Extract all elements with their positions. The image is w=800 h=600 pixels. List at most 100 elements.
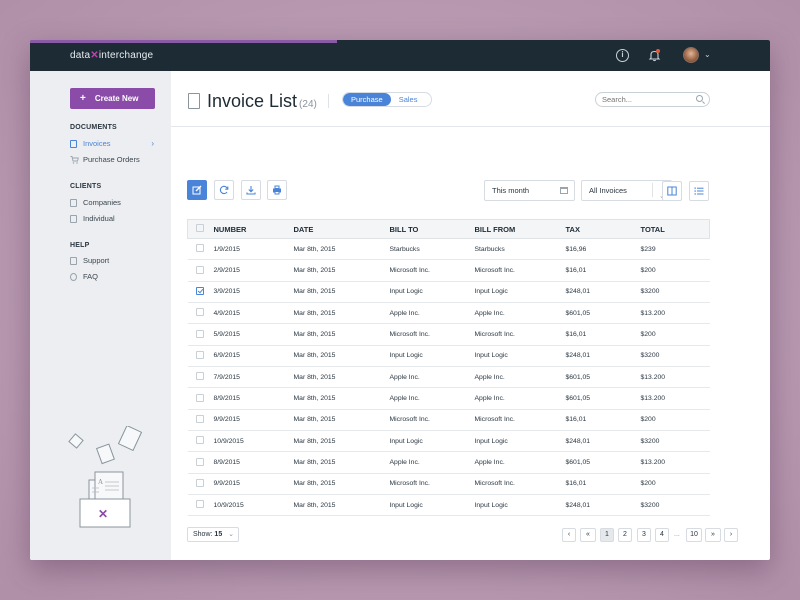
row-checkbox[interactable] [195,436,204,445]
avatar[interactable] [683,47,699,63]
last-page-button[interactable]: » [705,528,721,542]
bell-icon[interactable] [648,49,661,62]
table-row[interactable]: 10/9/2015 Mar 8th, 2015 Input Logic Input L… [187,494,710,517]
row-checkbox[interactable] [195,393,204,402]
sidebar-item-purchase-orders[interactable]: Purchase Orders [70,155,160,164]
sidebar-item-faq[interactable]: FAQ [70,272,160,281]
sidebar-item-companies[interactable]: Companies [70,198,160,207]
edit-icon [192,185,202,195]
table-cell: $248,01 [565,345,641,368]
table-row[interactable]: 9/9/2015 Mar 8th, 2015 Microsoft Inc. Micro… [187,473,710,496]
column-header[interactable]: NUMBER [213,219,294,239]
search-input[interactable] [595,92,710,107]
table-cell: Apple Inc. [389,366,475,389]
table-cell: Input Logic [474,345,566,368]
next-page-button[interactable]: › [724,528,738,542]
table-cell: 9/9/2015 [213,473,294,496]
row-checkbox[interactable] [195,478,204,487]
first-page-button[interactable]: « [580,528,596,542]
logo[interactable]: data✕interchange [70,50,154,61]
table-cell: Input Logic [474,281,566,304]
table-cell: $601,05 [565,366,641,389]
table-row[interactable]: 10/9/2015 Mar 8th, 2015 Input Logic Input L… [187,430,710,453]
column-header[interactable]: BILL FROM [474,219,566,239]
table-cell: $16,01 [565,259,641,282]
refresh-button[interactable] [214,180,234,200]
column-header[interactable]: DATE [293,219,390,239]
table-row[interactable]: 7/9/2015 Mar 8th, 2015 Apple Inc. Apple Inc… [187,366,710,389]
table-row[interactable]: 6/9/2015 Mar 8th, 2015 Input Logic Input Lo… [187,345,710,368]
page-button[interactable]: 4 [655,528,669,542]
select-all-checkbox[interactable] [196,224,204,232]
table-row[interactable]: 3/9/2015 Mar 8th, 2015 Input Logic Input Lo… [187,281,710,304]
table-cell: Mar 8th, 2015 [293,430,390,453]
table-cell: $16,01 [565,473,641,496]
plus-icon: + [80,93,86,104]
print-button[interactable] [267,180,287,200]
row-checkbox[interactable] [195,372,204,381]
page-button[interactable]: 1 [600,528,614,542]
row-checkbox[interactable] [195,500,204,509]
table-row[interactable]: 9/9/2015 Mar 8th, 2015 Microsoft Inc. Micro… [187,409,710,432]
chat-icon [70,256,77,265]
table-cell: $16,96 [565,238,641,261]
tab-purchase[interactable]: Purchase [343,93,391,106]
print-icon [273,185,281,195]
table-cell: Starbucks [474,238,566,261]
sidebar-item-individual[interactable]: Individual [70,214,160,223]
table-cell: 9/9/2015 [213,409,294,432]
table-row[interactable]: 8/9/2015 Mar 8th, 2015 Apple Inc. Apple Inc… [187,451,710,474]
table-cell: Mar 8th, 2015 [293,323,390,346]
search-icon[interactable] [696,95,703,102]
row-checkbox[interactable] [195,414,204,423]
period-select[interactable]: This month [484,180,575,201]
column-header[interactable]: BILL TO [389,219,475,239]
section-documents: DOCUMENTS [70,124,117,131]
page-button[interactable]: 10 [686,528,702,542]
edit-button[interactable] [187,180,207,200]
sidebar-item-support[interactable]: Support [70,256,160,265]
download-button[interactable] [241,180,261,200]
table-row[interactable]: 4/9/2015 Mar 8th, 2015 Apple Inc. Apple Inc… [187,302,710,325]
table-cell: $16,01 [565,323,641,346]
page-button[interactable]: 3 [637,528,651,542]
row-checkbox[interactable] [195,329,204,338]
row-checkbox[interactable] [195,265,204,274]
svg-text:✕: ✕ [98,507,108,521]
table-cell: $3200 [640,430,710,453]
row-checkbox[interactable] [195,457,204,466]
prev-page-button[interactable]: ‹ [562,528,576,542]
column-header[interactable]: TAX [565,219,641,239]
table-cell: Input Logic [389,430,475,453]
building-icon [70,198,77,207]
user-icon [70,214,77,223]
column-header[interactable]: TOTAL [640,219,710,239]
table-cell: 10/9/2015 [213,494,294,517]
table-row[interactable]: 2/9/2015 Mar 8th, 2015 Microsoft Inc. Micro… [187,259,710,282]
sidebar-item-invoices[interactable]: Invoices › [70,139,160,148]
table-cell: Input Logic [389,281,475,304]
info-icon[interactable]: i [616,49,629,62]
table-row[interactable]: 1/9/2015 Mar 8th, 2015 Starbucks Starbucks $… [187,238,710,261]
table-cell: Apple Inc. [474,451,566,474]
create-new-button[interactable]: + Create New [70,88,155,109]
row-checkbox[interactable] [195,308,204,317]
table-row[interactable]: 5/9/2015 Mar 8th, 2015 Microsoft Inc. Micro… [187,323,710,346]
page-size-select[interactable]: Show: 15 ⌄ [187,527,239,542]
chevron-down-icon[interactable]: ⌄ [704,50,711,59]
table-cell: $3200 [640,494,710,517]
chevron-down-icon: ⌄ [228,531,234,538]
row-checkbox[interactable] [195,286,204,295]
tab-sales[interactable]: Sales [398,95,418,104]
table-cell: 8/9/2015 [213,451,294,474]
invoice-filter-select[interactable]: All Invoices⌄ [581,180,672,201]
page-button[interactable]: 2 [618,528,632,542]
table-row[interactable]: 8/9/2015 Mar 8th, 2015 Apple Inc. Apple Inc… [187,387,710,410]
row-checkbox[interactable] [195,244,204,253]
columns-view-button[interactable] [662,181,682,201]
table-cell: Input Logic [474,494,566,517]
list-view-button[interactable] [689,181,709,201]
table-cell: Microsoft Inc. [389,473,475,496]
row-checkbox[interactable] [195,350,204,359]
calendar-icon [560,187,568,194]
